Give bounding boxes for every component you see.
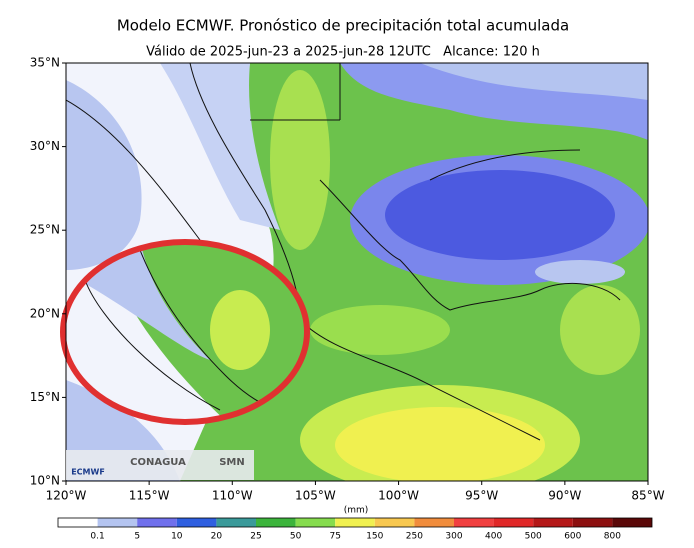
colorbar-swatch xyxy=(374,518,415,527)
subtitle: Válido de 2025-jun-23 a 2025-jun-28 12UT… xyxy=(146,45,540,60)
colorbar-label: 0.1 xyxy=(90,532,104,542)
x-tick-label: 105°W xyxy=(295,489,336,503)
colorbar-swatch xyxy=(256,518,296,527)
colorbar-label: 150 xyxy=(366,532,383,542)
colorbar-swatch xyxy=(97,518,138,527)
colorbar-swatch xyxy=(414,518,454,527)
x-tick-label: 110°W xyxy=(212,489,253,503)
colorbar-swatch xyxy=(137,518,177,527)
y-tick-label: 25°N xyxy=(30,223,60,237)
x-tick-label: 100°W xyxy=(378,489,419,503)
zoom-lens xyxy=(60,239,310,425)
colorbar-label: 600 xyxy=(564,532,581,542)
colorbar-label: 500 xyxy=(525,532,542,542)
colorbar: 0.1 5 10 20 25 50 75 150 250 300 400 500 600 800 xyxy=(57,517,653,542)
colorbar-swatch xyxy=(612,518,652,527)
colorbar-swatch xyxy=(454,518,494,527)
colorbar-swatch xyxy=(295,518,336,527)
colorbar-label: 10 xyxy=(171,532,183,542)
axes: 120°W 115°W 110°W 105°W 100°W 95°W 90°W 85°W 10°… xyxy=(30,56,665,503)
colorbar-label: 20 xyxy=(211,532,223,542)
colorbar-label: 300 xyxy=(445,532,462,542)
colorbar-frame xyxy=(57,517,653,528)
logo-conagua: CONAGUA xyxy=(130,457,186,468)
colorbar-swatch xyxy=(176,518,217,527)
colorbar-unit: (mm) xyxy=(344,506,369,516)
colorbar-label: 400 xyxy=(485,532,502,542)
colorbar-label: 75 xyxy=(329,532,340,542)
colorbar-swatch xyxy=(493,518,534,527)
logo-ecmwf: ECMWF xyxy=(71,468,105,477)
logo-bar: ECMWF CONAGUA SMN xyxy=(66,450,254,480)
y-tick-label: 20°N xyxy=(30,306,60,320)
y-tick-label: 15°N xyxy=(30,390,60,404)
colorbar-label: 25 xyxy=(250,532,261,542)
colorbar-label: 5 xyxy=(134,532,140,542)
x-tick-label: 85°W xyxy=(631,489,664,503)
colorbar-swatch xyxy=(335,518,375,527)
colorbar-label: 50 xyxy=(290,532,302,542)
title: Modelo ECMWF. Pronóstico de precipitació… xyxy=(117,17,569,35)
logo-smn: SMN xyxy=(219,457,245,468)
colorbar-swatch xyxy=(533,518,573,527)
x-tick-label: 115°W xyxy=(129,489,170,503)
colorbar-swatch xyxy=(58,518,98,527)
x-tick-label: 90°W xyxy=(548,489,581,503)
colorbar-swatch xyxy=(216,518,256,527)
colorbar-label: 250 xyxy=(406,532,423,542)
colorbar-swatch xyxy=(572,518,613,527)
x-tick-label: 120°W xyxy=(46,489,87,503)
y-tick-label: 10°N xyxy=(30,474,60,488)
y-tick-label: 30°N xyxy=(30,139,60,153)
map-frame xyxy=(65,62,649,482)
x-tick-label: 95°W xyxy=(465,489,498,503)
colorbar-label: 800 xyxy=(604,532,621,542)
y-tick-label: 35°N xyxy=(30,56,60,70)
